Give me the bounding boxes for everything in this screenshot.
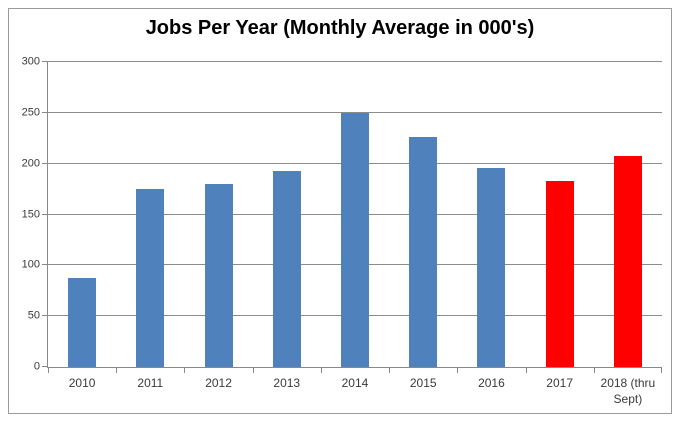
x-axis-tick [48, 367, 49, 373]
bar [136, 189, 165, 367]
bar [341, 112, 369, 367]
x-axis-tick [593, 367, 595, 373]
x-axis-tick [320, 367, 322, 373]
bar [477, 167, 506, 367]
x-tick-label: 2017 [546, 376, 573, 390]
x-tick-label: 2013 [273, 376, 301, 390]
y-axis-tick [42, 315, 48, 317]
x-tick-label: 2015 [409, 376, 437, 390]
x-tick-label: 2016 [478, 376, 505, 390]
y-axis-tick [42, 366, 48, 367]
y-axis-tick [42, 162, 48, 164]
bar [409, 137, 438, 367]
y-axis-tick [42, 264, 48, 266]
y-tick-label: 250 [21, 106, 40, 119]
y-tick-label: 150 [21, 208, 40, 220]
chart-frame: Jobs Per Year (Monthly Average in 000's)… [8, 8, 672, 414]
x-axis-tick [525, 367, 527, 373]
gridline [48, 111, 662, 113]
y-tick-label: 50 [27, 309, 40, 322]
x-tick-label: 2018 (thru Sept) [600, 376, 656, 407]
x-axis-tick [661, 367, 662, 373]
x-tick-label: 2011 [137, 376, 164, 390]
x-axis-tick [389, 367, 391, 373]
y-axis-tick [42, 213, 48, 215]
y-axis-tick [42, 61, 48, 62]
bar [613, 155, 642, 367]
bar [204, 184, 233, 367]
x-axis-tick [457, 367, 459, 373]
bar [272, 170, 301, 367]
x-axis-tick [252, 367, 254, 373]
chart-title: Jobs Per Year (Monthly Average in 000's) [145, 17, 535, 39]
y-tick-label: 200 [21, 157, 40, 170]
gridline [48, 61, 662, 62]
bar [545, 180, 574, 367]
y-tick-label: 100 [21, 258, 40, 271]
y-axis-tick [42, 111, 48, 113]
x-axis-tick [184, 367, 186, 373]
plot-area: 0 50 100 150 200 250 300 2010 2011 2012 2013 2014 20… [22, 56, 662, 406]
bar [68, 277, 97, 367]
y-tick-label: 300 [21, 55, 40, 68]
y-tick-label: 0 [33, 360, 40, 373]
x-axis-tick [116, 367, 118, 373]
x-tick-label: 2010 [68, 376, 96, 390]
x-tick-label: 2012 [205, 376, 232, 390]
x-tick-label: 2014 [341, 376, 369, 390]
